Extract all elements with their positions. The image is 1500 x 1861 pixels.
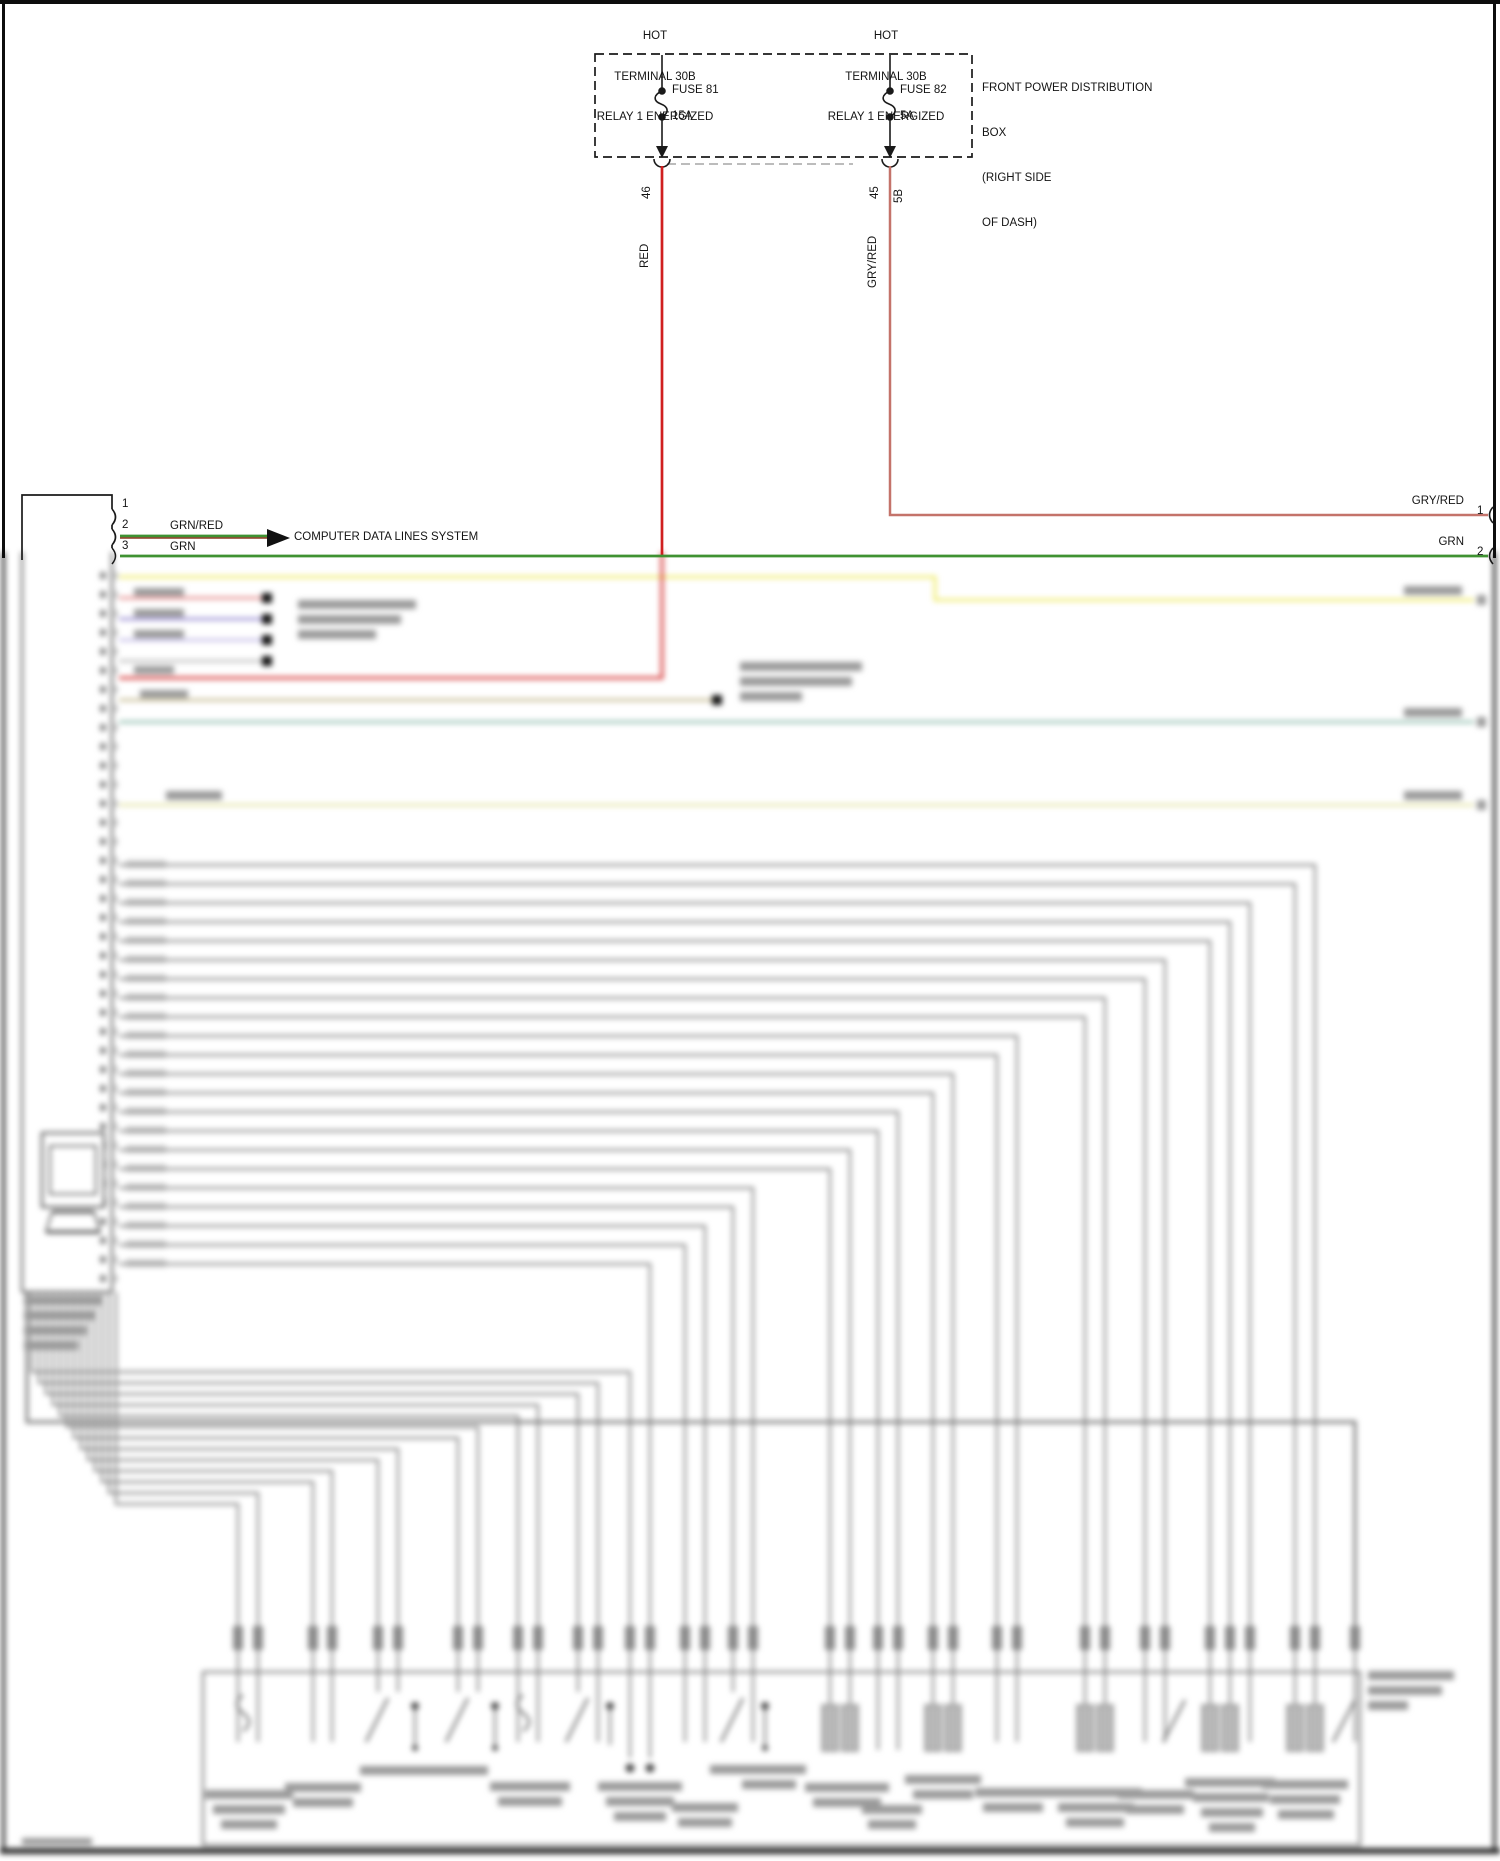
blurred-wire-labels [134,586,1486,810]
hot-2-line3: RELAY 1 ENERGIZED [827,111,945,123]
hot-2-line2: TERMINAL 30B [845,70,927,83]
fuse-81-name: FUSE 81 [672,84,719,96]
inline-connectors-row [233,1626,1360,1650]
page-border-blurred [0,552,1500,1854]
right-edge-connector [1488,506,1494,565]
power-box-name-l4: OF DASH) [982,217,1037,229]
grn-red-wire [120,529,290,547]
grn-label: GRN [170,541,196,553]
right-gry-red-label: GRY/RED [1411,495,1464,507]
gry-red-wire-label: GRY/RED [867,235,879,288]
hot-1-line1: HOT [642,30,668,42]
hot-1-line3: RELAY 1 ENERGIZED [596,111,714,123]
fuse-82-name: FUSE 82 [900,84,947,96]
power-distribution-box [594,53,973,165]
hydraulic-unit-label [1368,1671,1454,1710]
computer-data-lines-label: COMPUTER DATA LINES SYSTEM [294,531,479,543]
selector-lever-sensor [41,1132,105,1234]
right-pin-1: 1 [1477,505,1484,517]
power-box-name: FRONT POWER DISTRIBUTION BOX (RIGHT SIDE… [982,51,1172,261]
fuse-82-rating: 5A [900,110,915,122]
fuse-82-connector-id: 5B [893,188,905,203]
hot-1-line2: TERMINAL 30B [614,70,696,83]
fuse-82-pin-number: 45 [869,186,881,199]
power-box-name-l3: (RIGHT SIDE [982,172,1052,184]
ecu-label-blurred [24,1296,102,1350]
power-box-name-l1: FRONT POWER DISTRIBUTION [982,82,1153,94]
power-box-name-l2: BOX [982,127,1007,139]
gray-wire-long [25,1292,1357,1626]
ecu-box-top [21,494,117,565]
ecu-pin-2: 2 [122,519,129,531]
hot-2-line1: HOT [873,30,899,42]
hot-feed-label-2: HOT TERMINAL 30B RELAY 1 ENERGIZED [776,3,996,152]
ecu-pin-1: 1 [122,498,129,510]
component-symbols [235,1693,1357,1773]
hot-feed-label-1: HOT TERMINAL 30B RELAY 1 ENERGIZED [545,3,765,152]
colored-wires [119,552,1474,807]
right-pin-2: 2 [1477,546,1484,558]
fuse-81-pin-number: 46 [641,186,653,199]
fuse-81-rating: 15A [672,110,693,122]
page-border [0,0,1500,558]
power-wires [660,166,1488,557]
ecu-pin-rail [100,572,166,1288]
ecu-pin-3: 3 [122,540,129,552]
grn-red-label: GRN/RED [170,520,224,532]
component-labels-blurred [22,1765,1348,1845]
data-line-terminals [262,593,722,705]
right-grn-label: GRN [1438,536,1464,548]
red-wire-label: RED [639,243,651,268]
hydraulic-unit-box [202,1671,1361,1846]
